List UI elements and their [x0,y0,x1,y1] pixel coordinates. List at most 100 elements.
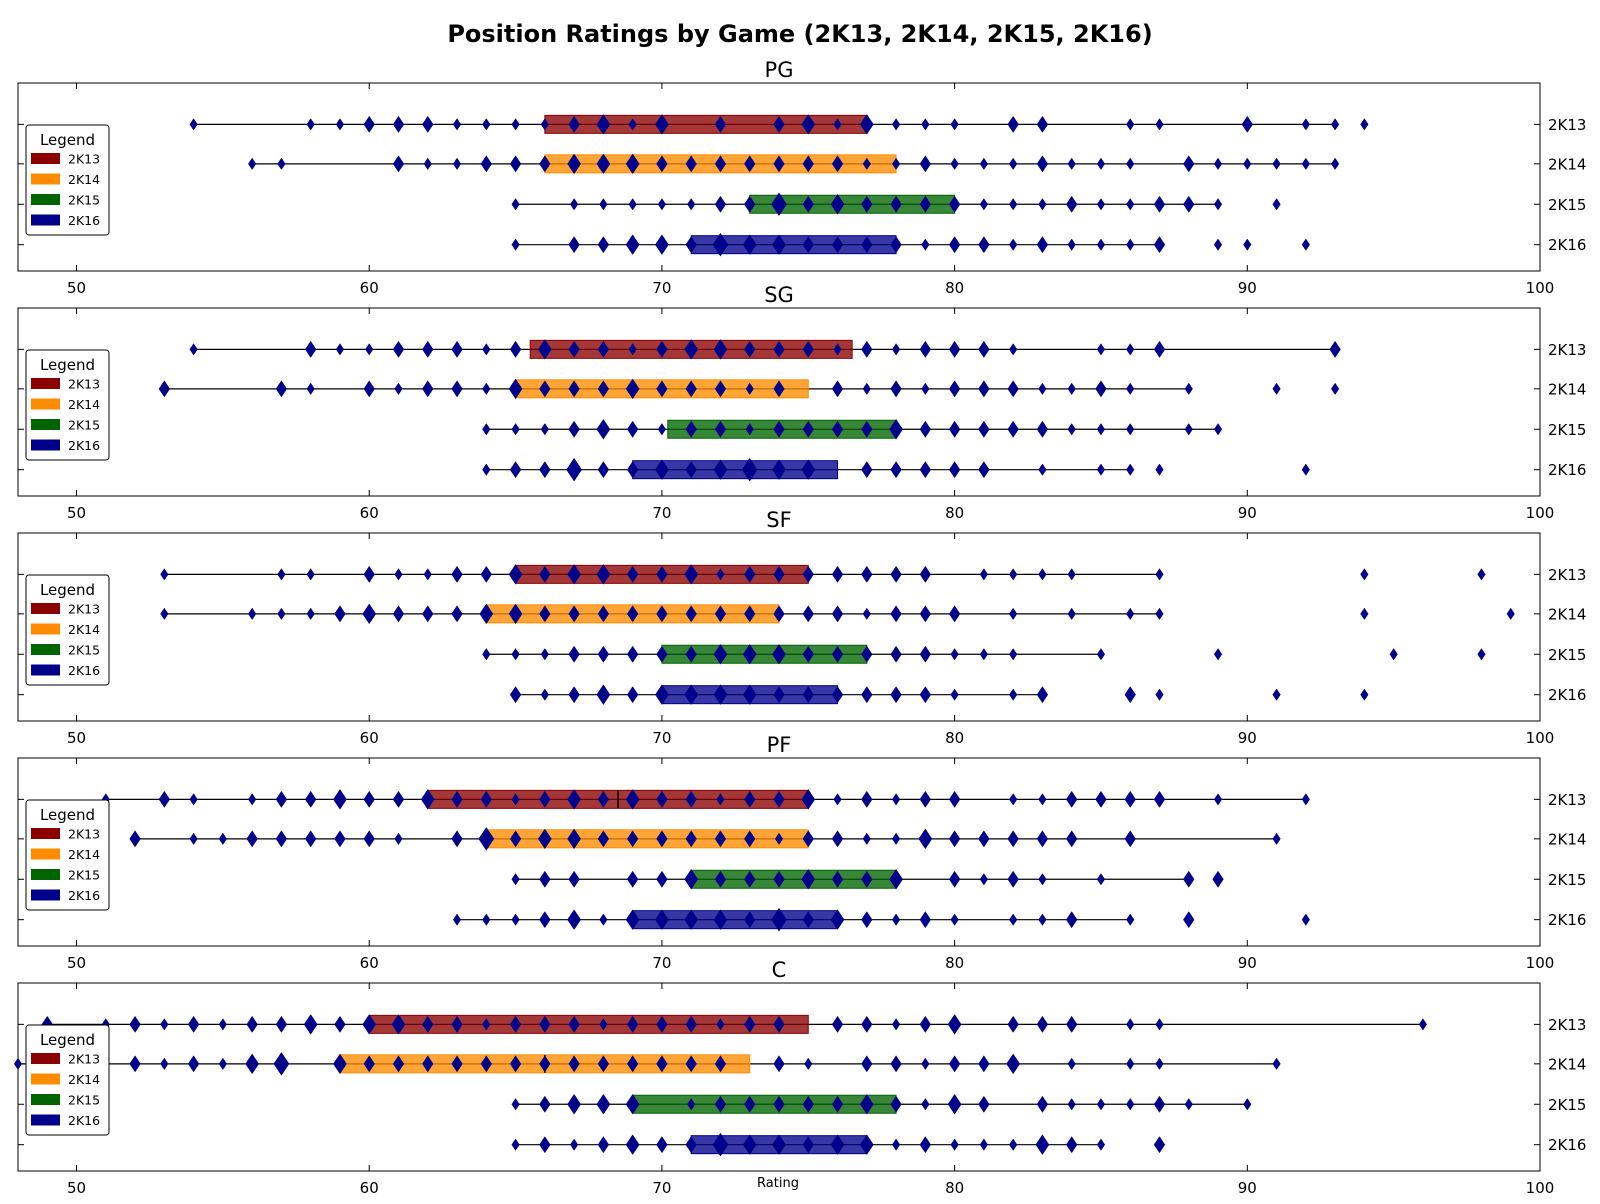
data-point-diamond [626,1055,639,1073]
legend-swatch-2k16 [31,439,60,451]
data-point-diamond [684,339,699,360]
data-point-diamond [1243,157,1252,170]
data-point-diamond [482,648,491,661]
data-point-diamond [480,565,492,583]
data-point-diamond [861,565,873,583]
data-point-diamond [1124,686,1136,704]
data-point-diamond [716,1018,725,1031]
data-point-diamond [656,790,668,808]
x-tick-label: 90 [1238,1179,1257,1197]
x-tick-label: 60 [360,1179,379,1197]
data-point-diamond [451,380,463,398]
data-point-diamond [744,1095,756,1113]
data-point-diamond [1038,913,1047,926]
data-point-diamond [13,1057,23,1070]
data-point-diamond [248,607,257,620]
data-point-diamond [160,607,169,620]
data-point-diamond [1009,157,1018,170]
data-point-diamond [626,830,639,848]
data-point-diamond [1009,198,1018,211]
data-point-diamond [891,832,901,845]
data-point-diamond [482,343,491,356]
y-tick-label: 2K13 [1548,791,1586,809]
data-point-diamond [451,605,463,623]
data-point-diamond [831,155,844,173]
legend-swatch-2k14 [31,173,60,185]
data-point-diamond [918,828,933,850]
data-point-diamond [714,155,727,173]
y-tick-label: 2K13 [1548,1016,1586,1034]
legend-title: Legend [40,806,95,824]
y-tick-label: 2K15 [1548,421,1586,439]
legend-swatch-2k16 [31,1114,60,1126]
data-point-diamond [950,913,959,926]
data-point-diamond [831,1095,844,1113]
data-point-diamond [771,192,787,217]
data-point-diamond [744,790,756,808]
data-point-diamond [716,793,725,806]
data-point-diamond [773,155,785,173]
x-tick-label: 100 [1526,279,1555,297]
x-tick-label: 100 [1526,1179,1555,1197]
data-point-diamond [392,605,405,623]
x-tick-label: 50 [67,954,86,972]
data-point-diamond [773,605,785,623]
data-point-diamond [802,686,814,704]
data-point-diamond [1213,198,1223,211]
data-point-diamond [626,420,639,438]
x-tick-label: 80 [945,279,964,297]
data-point-diamond [1096,343,1106,356]
x-tick-label: 60 [360,729,379,747]
data-point-diamond [773,115,785,133]
data-point-diamond [246,1015,258,1033]
data-point-diamond [833,793,842,806]
x-tick-label: 100 [1526,954,1555,972]
data-point-diamond [305,830,317,848]
data-point-diamond [714,115,727,133]
data-point-diamond [1301,793,1310,806]
data-point-diamond [1126,463,1135,476]
data-point-diamond [1155,1018,1164,1031]
data-point-diamond [774,832,784,845]
legend-label: 2K13 [68,377,100,392]
data-point-diamond [831,236,844,254]
data-point-diamond [568,645,580,663]
data-point-diamond [744,605,756,623]
data-point-diamond [862,157,871,170]
data-point-diamond [1038,793,1047,806]
data-point-diamond [978,830,990,848]
data-point-diamond [1155,1057,1164,1070]
data-point-diamond [861,195,873,213]
panel-pg: PG 50 60 70 80 90 100 2K13 2K14 2K15 2K16 Legend 2K1… [17,58,1586,297]
chart-title: Position Ratings by Game (2K13, 2K14, 2K… [447,20,1152,48]
data-point-diamond [773,420,785,438]
data-point-diamond [948,790,961,808]
y-tick-label: 2K16 [1548,1136,1586,1154]
data-point-diamond [626,1015,639,1033]
data-point-diamond [979,873,988,886]
data-point-diamond [1506,607,1515,620]
data-point-diamond [745,382,754,395]
legend-swatch-2k16 [31,889,60,901]
data-point-diamond [423,568,432,581]
data-point-diamond [511,793,520,806]
data-point-diamond [391,1014,406,1035]
legend-label: 2K15 [68,418,100,433]
panel-sf: SF 50 60 70 80 90 100 2K13 2K14 2K15 2K16 Legend 2K1… [17,508,1586,747]
data-point-diamond [158,380,171,398]
data-point-diamond [570,198,579,211]
data-point-diamond [1067,382,1076,395]
data-point-diamond [684,684,699,706]
data-point-diamond [511,873,520,886]
data-point-diamond [1155,688,1164,701]
data-point-diamond [947,1093,962,1115]
data-point-diamond [948,830,961,848]
data-point-diamond [1477,648,1486,661]
data-point-diamond [947,1014,962,1035]
data-point-diamond [275,790,288,808]
data-point-diamond [129,830,141,848]
data-point-diamond [1153,1136,1166,1154]
data-point-diamond [1213,793,1223,806]
data-point-diamond [451,1055,463,1073]
data-point-diamond [452,118,462,131]
